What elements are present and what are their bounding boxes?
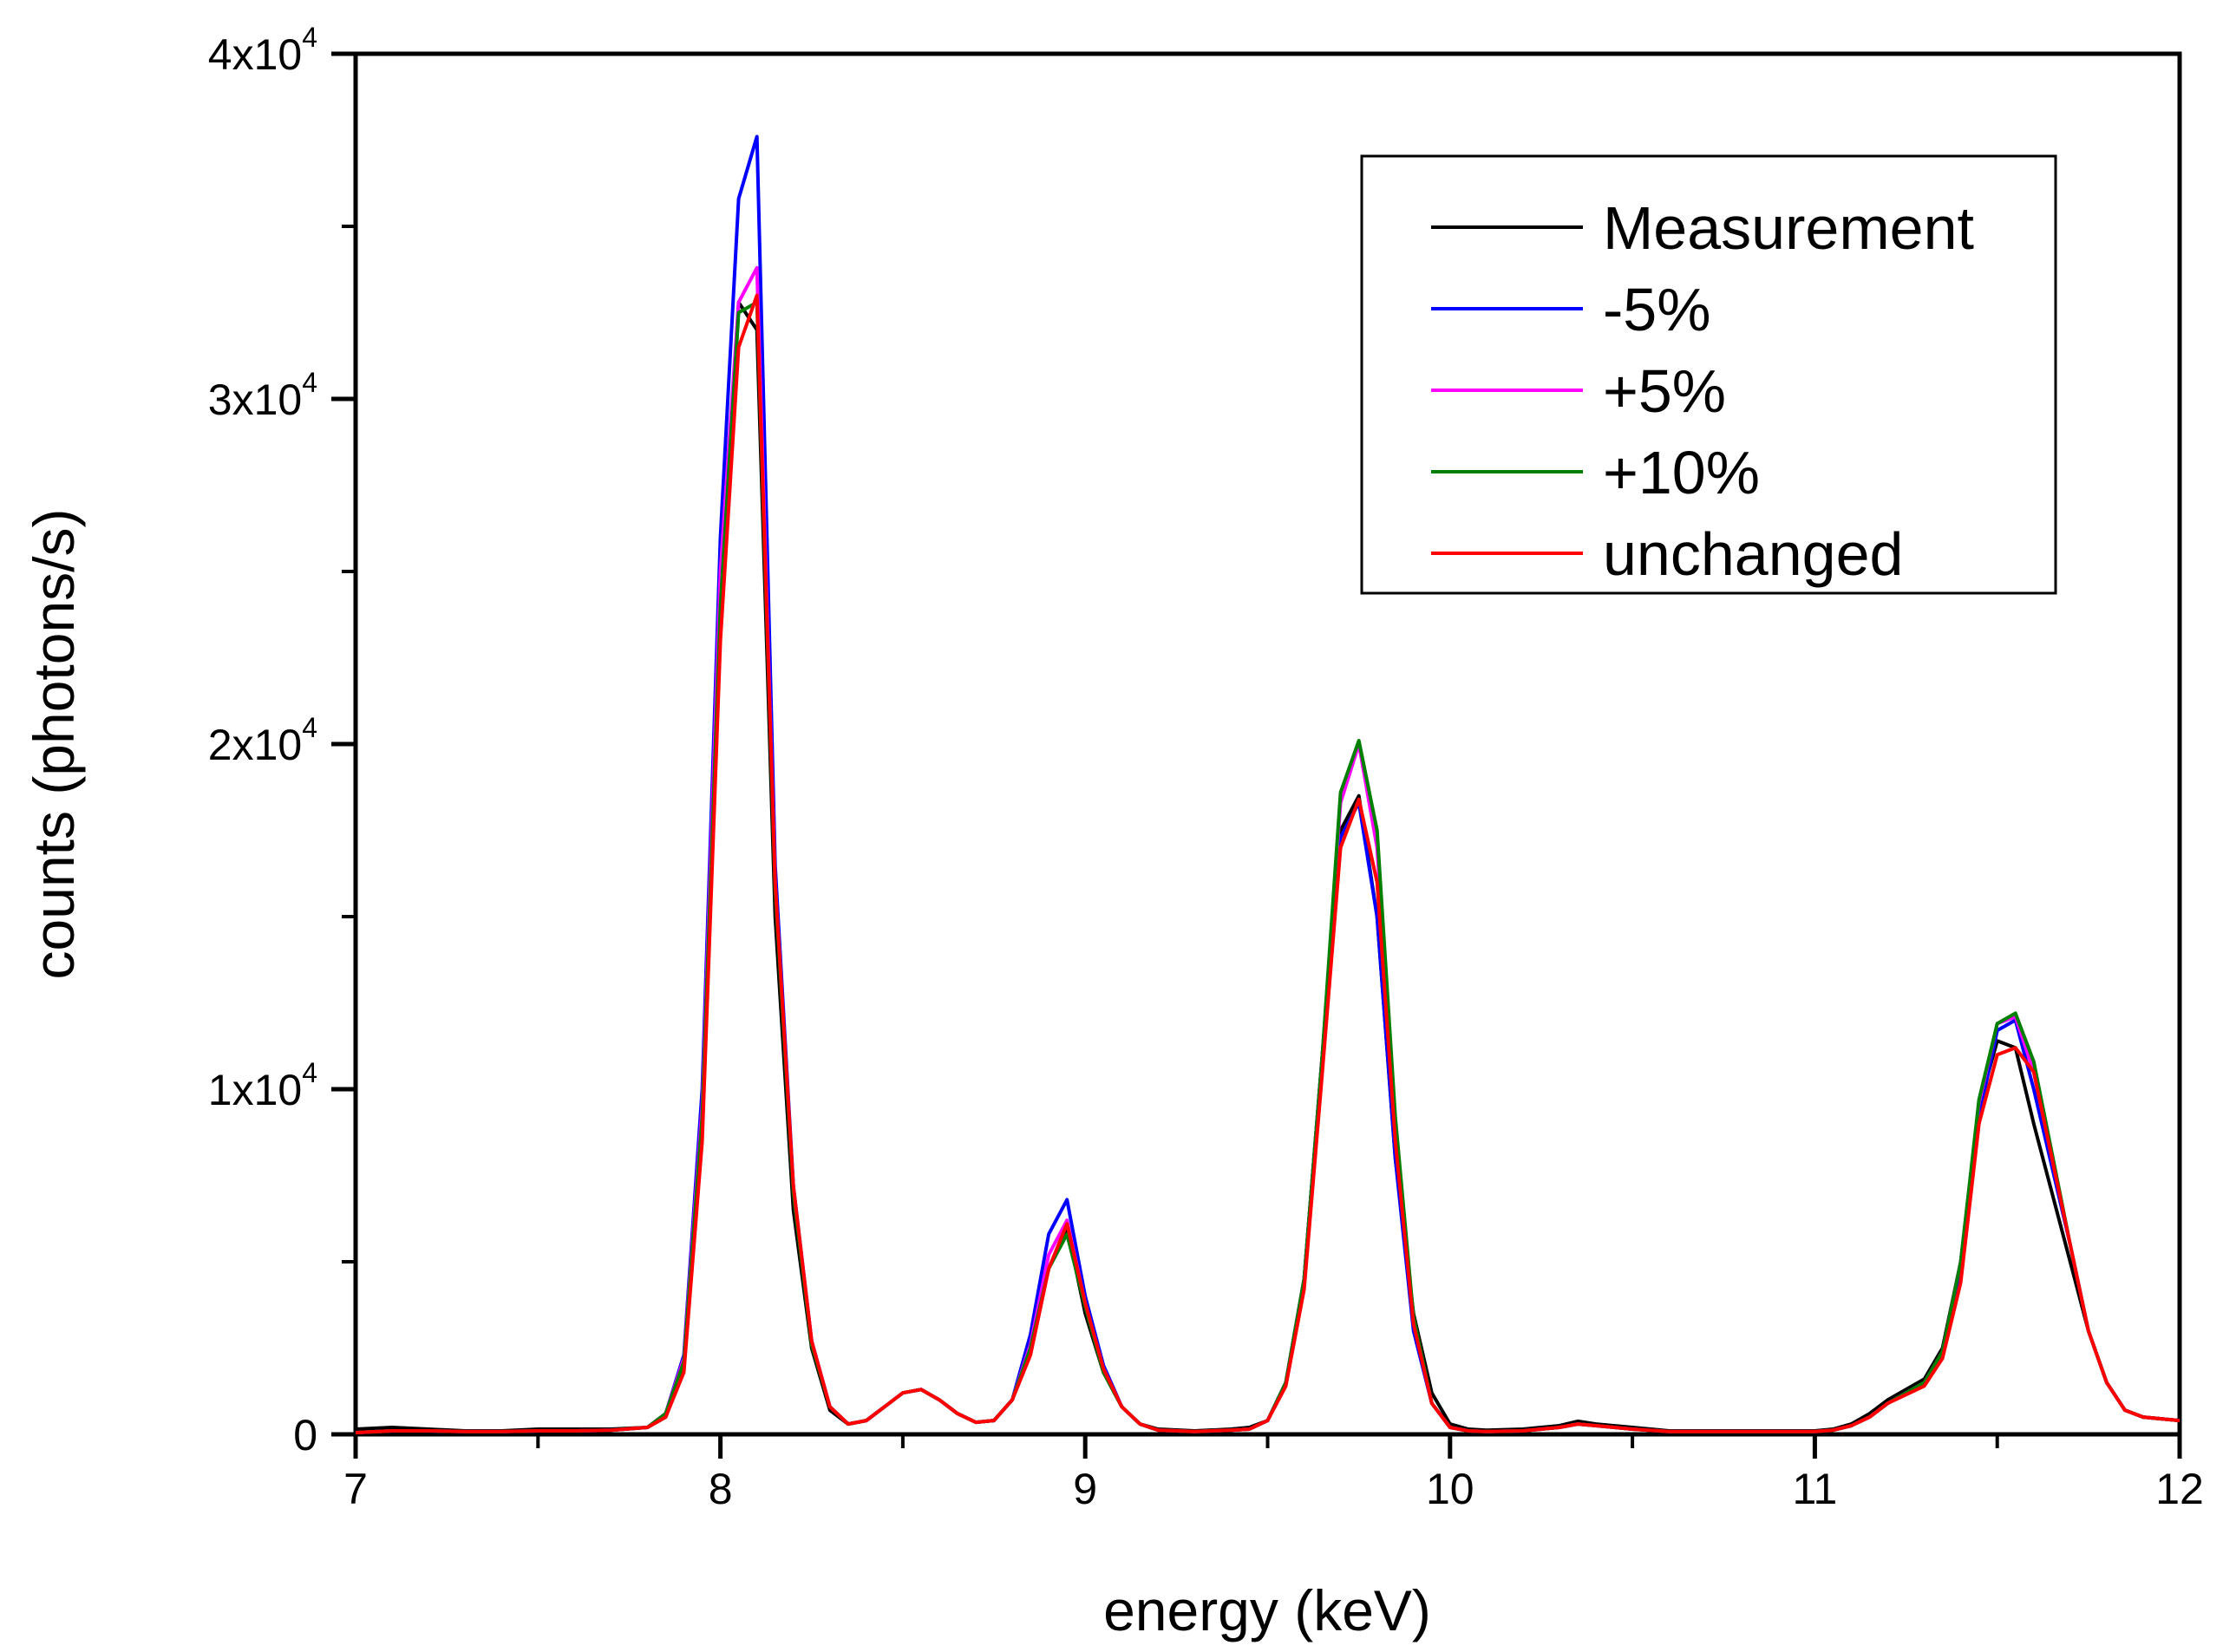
legend-label: unchanged <box>1603 520 1903 588</box>
legend: Measurement -5% +5% +10% unchanged <box>1360 154 2057 595</box>
legend-label: -5% <box>1603 276 1710 343</box>
legend-items: Measurement -5% +5% +10% unchanged <box>1431 194 1974 588</box>
axis-ticks <box>331 51 2182 1459</box>
y-tick-label: 2x104 <box>208 712 317 769</box>
x-tick-label: 10 <box>1426 1465 1474 1513</box>
y-tick-labels: 0 1x104 2x104 3x104 4x104 <box>208 22 317 1459</box>
x-tick-label: 11 <box>1792 1465 1837 1513</box>
y-tick-label: 1x104 <box>208 1057 317 1114</box>
x-tick-label: 12 <box>2155 1465 2204 1513</box>
x-tick-labels: 7 8 9 10 11 12 <box>343 1465 2204 1513</box>
series-lines <box>355 134 2181 1434</box>
x-tick-label: 9 <box>1073 1465 1097 1513</box>
y-axis-title: counts (photons/s) <box>22 509 86 980</box>
legend-label: +5% <box>1603 357 1726 425</box>
legend-label: Measurement <box>1603 194 1974 262</box>
y-tick-label: 3x104 <box>208 367 317 424</box>
y-tick-label: 4x104 <box>208 22 317 79</box>
x-tick-label: 8 <box>709 1465 733 1513</box>
y-tick-label: 0 <box>293 1411 317 1459</box>
x-tick-label: 7 <box>343 1465 368 1513</box>
legend-label: +10% <box>1603 439 1760 506</box>
x-axis-title: energy (keV) <box>1103 1578 1431 1642</box>
series-line-unchanged <box>355 293 2181 1434</box>
